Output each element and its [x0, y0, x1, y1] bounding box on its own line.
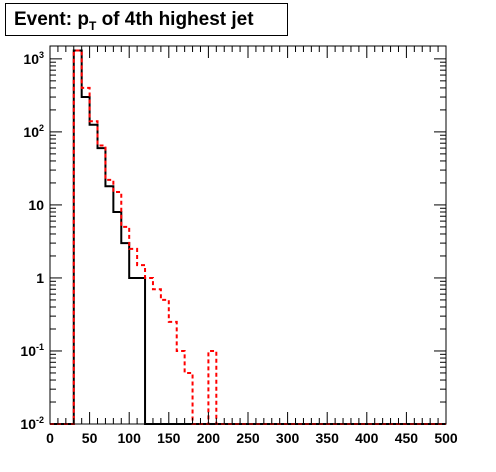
x-tick-label: 400 — [355, 430, 379, 446]
series-layer — [50, 49, 446, 425]
x-tick-label: 100 — [118, 430, 142, 446]
y-tick-label: 10-1 — [20, 342, 44, 359]
y-tick-label: 102 — [23, 123, 44, 140]
x-tick-label: 200 — [197, 430, 221, 446]
plot-frame — [49, 45, 447, 425]
x-tick-label: 350 — [316, 430, 340, 446]
x-tick-label: 450 — [395, 430, 419, 446]
x-tick-label: 300 — [276, 430, 300, 446]
x-tick-label: 0 — [46, 430, 54, 446]
y-tick-label: 10-2 — [20, 415, 44, 432]
x-tick-label: 50 — [82, 430, 98, 446]
series-2-histogram-line — [50, 49, 446, 425]
x-tick-label: 250 — [236, 430, 260, 446]
title-rest: of 4th highest jet — [96, 9, 254, 30]
chart-title: Event: pT of 4th highest jet — [5, 3, 288, 36]
x-tick-label: 150 — [157, 430, 181, 446]
y-axis: 10-2 10-1 1 10 102 103 — [20, 50, 446, 432]
y-tick-label: 1 — [36, 270, 44, 286]
title-main: Event: p — [14, 9, 89, 30]
x-tick-label: 500 — [434, 430, 458, 446]
y-tick-label: 103 — [23, 50, 44, 67]
title-subscript: T — [88, 19, 97, 33]
series-1-histogram-line — [50, 49, 446, 425]
y-tick-label: 10 — [28, 197, 44, 213]
x-axis: 0 50 100 150 200 250 300 350 400 450 500 — [46, 46, 458, 446]
